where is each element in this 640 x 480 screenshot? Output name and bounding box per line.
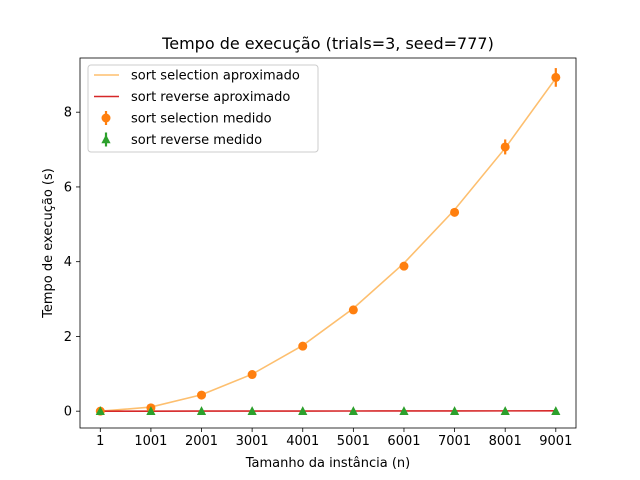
x-tick-label: 8001 <box>489 434 522 449</box>
data-point <box>247 370 257 380</box>
series-line-0 <box>100 77 557 412</box>
y-tick-label: 4 <box>64 255 72 270</box>
x-axis-label: Tamanho da instância (n) <box>245 456 410 471</box>
data-point <box>450 207 460 217</box>
y-tick-label: 6 <box>64 180 72 195</box>
data-point <box>449 406 460 415</box>
x-tick-label: 1001 <box>134 434 167 449</box>
data-point <box>551 406 561 415</box>
data-point <box>298 341 308 351</box>
data-point <box>146 406 156 415</box>
legend-label: sort reverse medido <box>131 133 262 148</box>
x-tick-label: 2001 <box>185 434 218 449</box>
data-point <box>247 406 257 415</box>
y-axis-label: Tempo de execução (s) <box>41 168 56 319</box>
data-point <box>197 390 207 400</box>
data-point <box>551 72 561 82</box>
x-tick-label: 6001 <box>387 434 420 449</box>
data-point <box>348 406 358 415</box>
axes: 1 1001 2001 3001 4001 5001 6001 7001 8001 9001 0 2 4… <box>64 57 577 449</box>
x-tick-label: 5001 <box>337 434 370 449</box>
legend-label: sort reverse aproximado <box>131 90 290 105</box>
x-tick-label: 9001 <box>539 434 572 449</box>
legend-label: sort selection medido <box>131 112 272 127</box>
data-point <box>95 406 105 415</box>
axes-frame <box>79 57 577 429</box>
data-point <box>500 142 510 152</box>
legend-marker <box>101 113 111 123</box>
y-tick-label: 8 <box>64 106 72 121</box>
legend: sort selection aproximado sort reverse ap… <box>87 64 319 153</box>
y-tick-label: 2 <box>64 330 72 345</box>
chart-title: Tempo de execução (trials=3, seed=777) <box>161 34 494 53</box>
y-tick-label: 0 <box>64 405 72 420</box>
legend-box <box>87 64 319 153</box>
plot-area <box>95 68 561 416</box>
x-tick-label: 1 <box>96 434 104 449</box>
data-point <box>196 406 207 415</box>
data-point <box>399 406 409 415</box>
data-point <box>298 406 308 415</box>
data-point <box>500 406 510 415</box>
legend-marker <box>101 134 111 144</box>
legend-label: sort selection aproximado <box>131 69 300 84</box>
data-point <box>348 305 358 315</box>
data-point <box>399 261 409 271</box>
x-tick-label: 7001 <box>438 434 471 449</box>
x-tick-label: 3001 <box>236 434 269 449</box>
x-tick-label: 4001 <box>286 434 319 449</box>
